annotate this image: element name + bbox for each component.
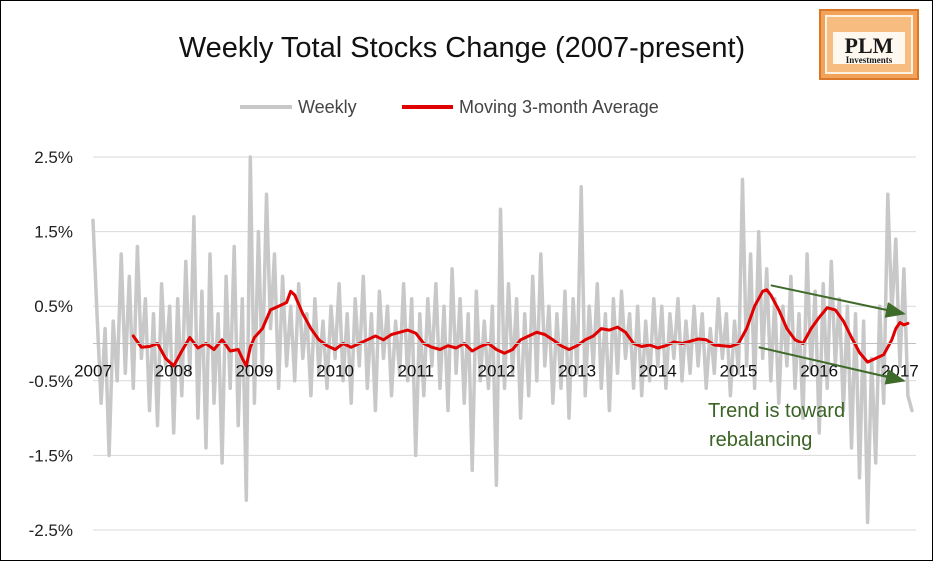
series xyxy=(91,155,914,525)
y-tick-label-0: 2.5% xyxy=(34,148,73,167)
logo-investments-text: Investments xyxy=(846,55,893,65)
x-tick-label-2009: 2009 xyxy=(235,362,273,381)
legend-average-label: Moving 3-month Average xyxy=(459,97,659,117)
y-tick-label-3: -0.5% xyxy=(29,372,73,391)
trend-arrow-upper xyxy=(770,284,906,318)
x-tick-label-2014: 2014 xyxy=(639,362,677,381)
chart-title: Weekly Total Stocks Change (2007-present… xyxy=(179,32,745,64)
weekly-series-line xyxy=(91,155,914,525)
x-tick-label-2013: 2013 xyxy=(558,362,596,381)
trend-arrow-lower xyxy=(758,346,906,385)
logo-plm-text: PLM xyxy=(845,33,894,58)
x-axis: 2007 2008 2009 2010 2011 2012 2013 2014 2015 2016… xyxy=(74,343,919,381)
y-tick-label-5: -2.5% xyxy=(29,521,73,540)
x-tick-label-2010: 2010 xyxy=(316,362,354,381)
x-tick-label-2012: 2012 xyxy=(478,362,516,381)
x-tick-label-2016: 2016 xyxy=(800,362,838,381)
y-tick-label-4: -1.5% xyxy=(29,446,73,465)
y-tick-label-1: 1.5% xyxy=(34,223,73,242)
moving-average-line xyxy=(131,288,910,368)
y-tick-label-2: 0.5% xyxy=(34,297,73,316)
annotation-line-2: rebalancing xyxy=(709,429,812,451)
x-tick-label-2007: 2007 xyxy=(74,362,112,381)
annotation-line-1: Trend is toward xyxy=(708,400,845,422)
y-axis: 2.5% 1.5% 0.5% -0.5% -1.5% -2.5% xyxy=(29,148,73,540)
x-tick-label-2008: 2008 xyxy=(155,362,193,381)
x-tick-label-2011: 2011 xyxy=(397,362,434,381)
annotations: Trend is toward rebalancing xyxy=(708,284,906,451)
x-tick-label-2015: 2015 xyxy=(720,362,758,381)
logo-banner xyxy=(833,32,905,64)
plm-logo: PLM Investments xyxy=(819,9,919,80)
legend: Weekly Moving 3-month Average xyxy=(240,97,659,117)
legend-weekly-label: Weekly xyxy=(298,97,357,117)
